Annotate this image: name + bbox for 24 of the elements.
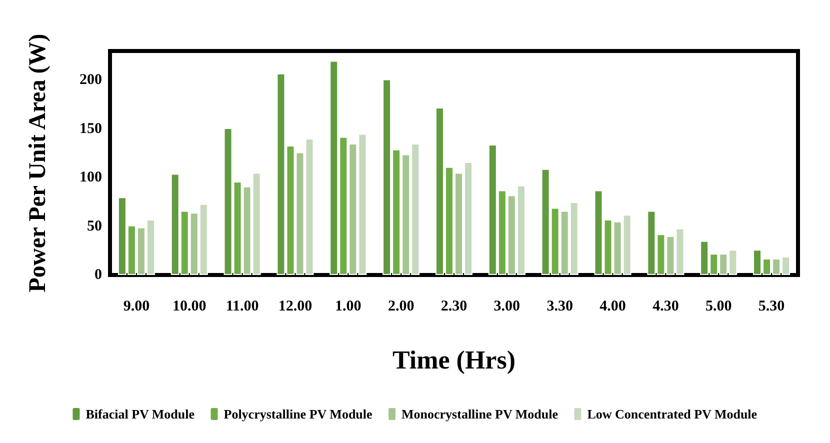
x-tick-label: 3.00 — [494, 298, 520, 314]
legend-label: Bifacial PV Module — [86, 406, 195, 422]
legend-label: Monocrystalline PV Module — [402, 406, 558, 422]
y-tick-label: 0 — [94, 267, 102, 283]
x-tick-label: 5.00 — [705, 298, 732, 314]
legend-label: Low Concentrated PV Module — [587, 406, 758, 422]
x-tick-label: 11.00 — [226, 298, 259, 314]
x-tick-label: 2.00 — [388, 298, 414, 314]
y-axis-title: Power Per Unit Area (W) — [25, 34, 51, 292]
y-tick-label: 50 — [87, 218, 102, 234]
y-tick-label: 100 — [80, 170, 102, 186]
x-tick-label: 10.00 — [172, 298, 206, 314]
x-tick-label: 1.00 — [335, 298, 362, 314]
legend-label: Polycrystalline PV Module — [224, 406, 373, 422]
x-tick-label: 9.00 — [123, 298, 150, 314]
y-tick-label: 200 — [80, 72, 102, 88]
x-axis-title: Time (Hrs) — [392, 346, 516, 374]
x-tick-label: 4.30 — [652, 298, 679, 314]
x-tick-label: 3.30 — [546, 298, 573, 314]
x-tick-label: 5.30 — [758, 298, 785, 314]
x-tick-label: 2.30 — [440, 298, 468, 314]
x-tick-label: 4.00 — [600, 298, 626, 314]
x-tick-label: 12.00 — [278, 298, 312, 314]
y-tick-label: 150 — [80, 120, 102, 137]
